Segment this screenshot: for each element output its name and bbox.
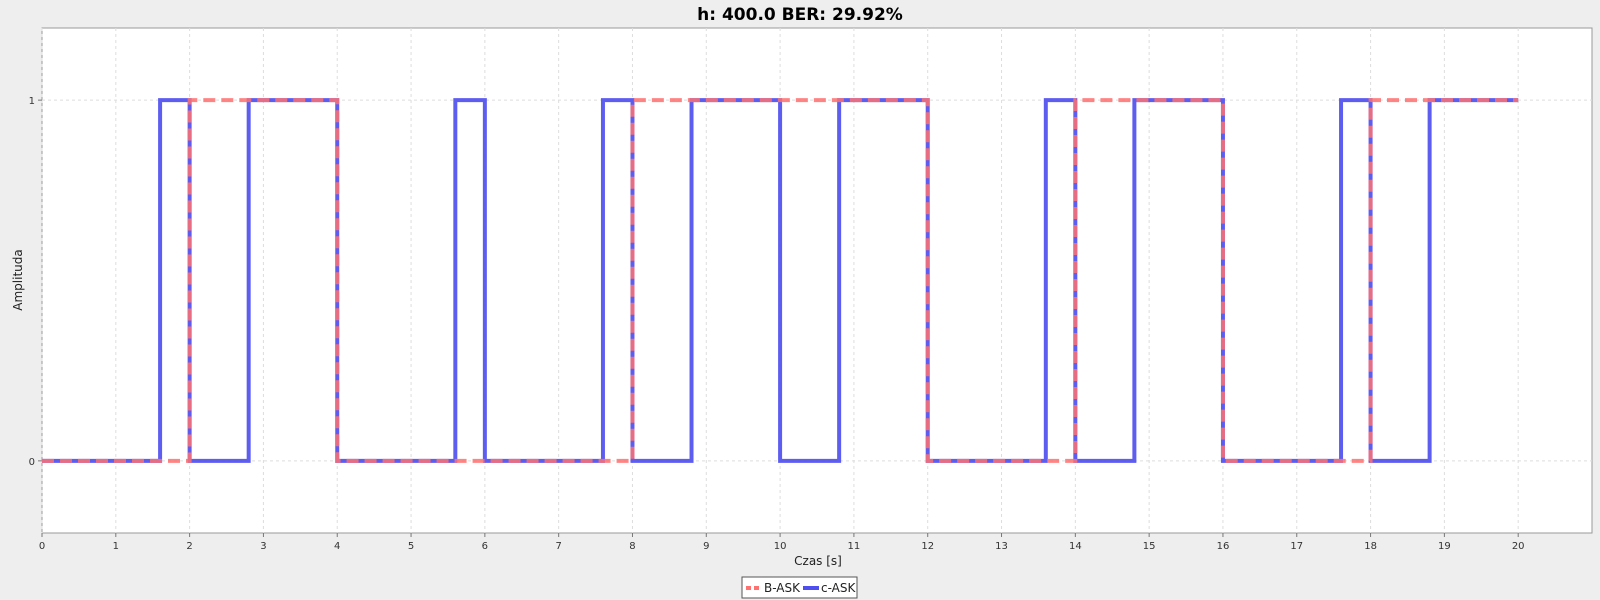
x-tick-label: 17 xyxy=(1290,541,1303,552)
x-tick-label: 4 xyxy=(334,541,340,552)
x-tick-label: 7 xyxy=(555,541,561,552)
chart-title: h: 400.0 BER: 29.92% xyxy=(697,5,903,25)
x-tick-label: 5 xyxy=(408,541,414,552)
x-tick-label: 6 xyxy=(482,541,488,552)
x-axis-label: Czas [s] xyxy=(794,554,842,568)
x-tick-label: 2 xyxy=(186,541,192,552)
x-tick-label: 10 xyxy=(774,541,787,552)
x-tick-label: 9 xyxy=(703,541,709,552)
x-tick-label: 1 xyxy=(113,541,119,552)
legend-label-b-ask: B-ASK xyxy=(764,581,801,595)
x-tick-label: 8 xyxy=(629,541,635,552)
y-axis-label: Amplituda xyxy=(11,249,25,310)
x-tick-label: 15 xyxy=(1143,541,1156,552)
x-tick-label: 20 xyxy=(1512,541,1525,552)
x-tick-label: 3 xyxy=(260,541,266,552)
x-tick-label: 12 xyxy=(921,541,934,552)
series-layer xyxy=(42,98,1519,463)
x-tick-label: 0 xyxy=(39,541,45,552)
x-tick-label: 11 xyxy=(848,541,861,552)
x-tick-label: 16 xyxy=(1217,541,1230,552)
x-tick-label: 13 xyxy=(995,541,1008,552)
y-tick-label: 0 xyxy=(29,457,35,468)
legend: B-ASK c-ASK xyxy=(741,576,858,599)
x-tick-label: 18 xyxy=(1364,541,1377,552)
series-line-b-ask xyxy=(42,98,1519,463)
plot-area xyxy=(41,27,1593,534)
legend-label-c-ask: c-ASK xyxy=(821,581,856,595)
x-tick-label: 14 xyxy=(1069,541,1082,552)
x-tick-label: 19 xyxy=(1438,541,1451,552)
legend-box xyxy=(741,576,858,599)
y-tick-label: 1 xyxy=(29,96,35,107)
